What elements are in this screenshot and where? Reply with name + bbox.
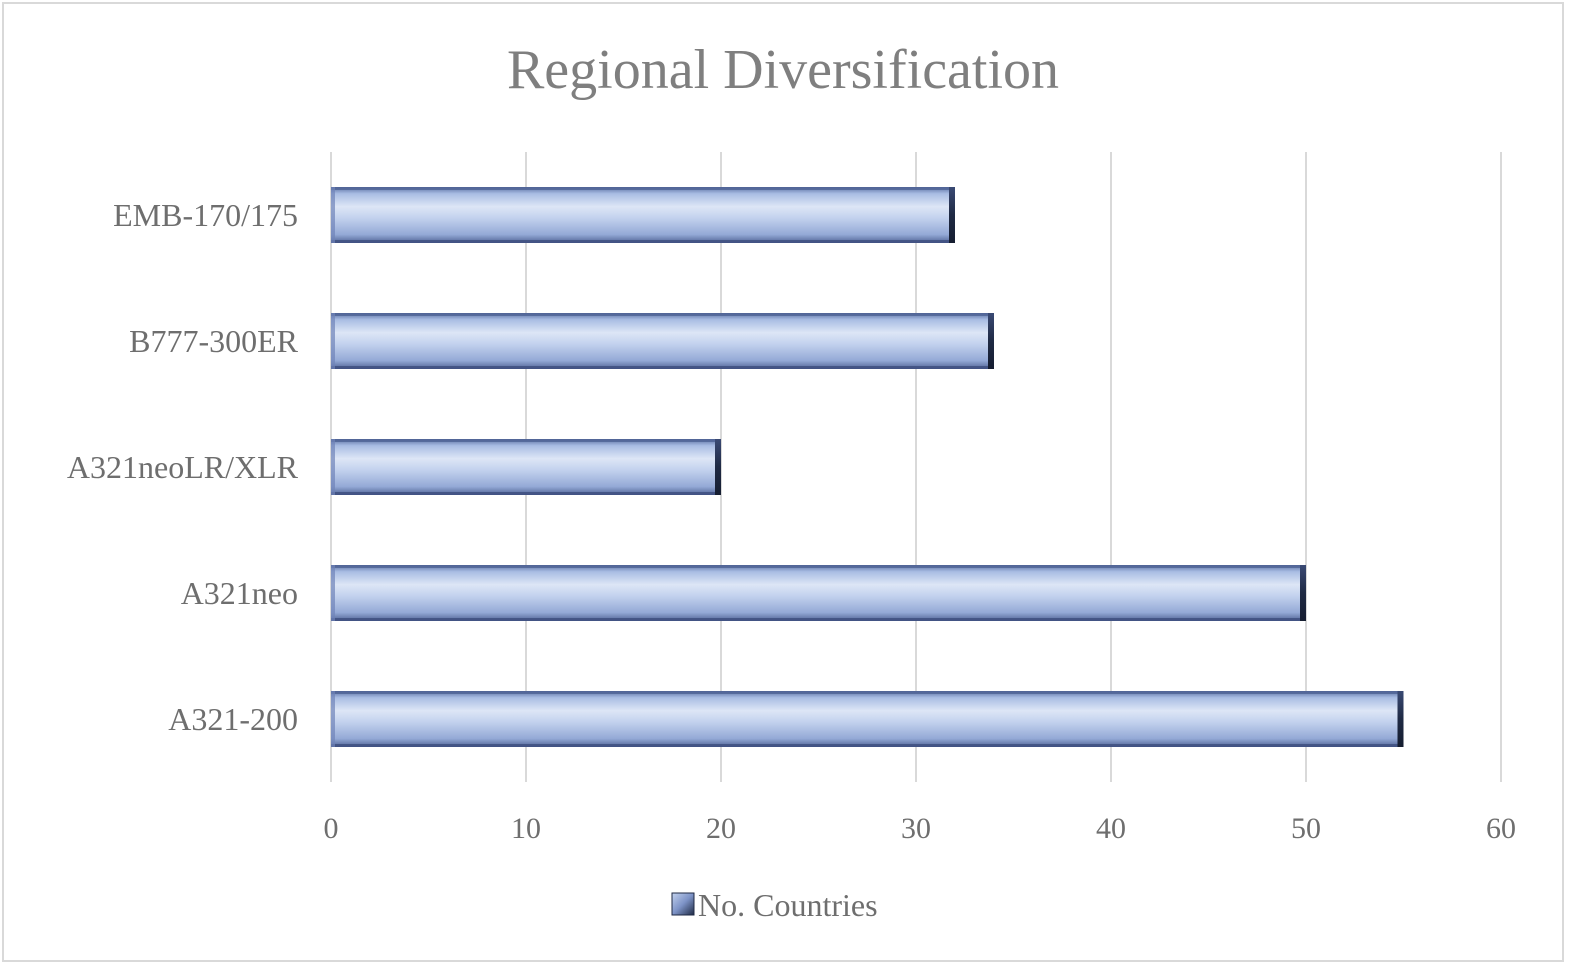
x-tick-label-60: 60	[1486, 812, 1516, 845]
chart-title: Regional Diversification	[507, 39, 1059, 101]
bar-left-edge-A321neo	[331, 565, 335, 621]
legend-label: No. Countries	[698, 887, 878, 923]
x-tick-label-20: 20	[706, 812, 736, 845]
category-label-EMB-170/175: EMB-170/175	[113, 197, 298, 233]
bar-top-edge-B777-300ER	[331, 313, 994, 316]
bar-body-EMB-170/175	[331, 187, 955, 243]
bar-left-edge-A321-200	[331, 691, 335, 747]
bar-bottom-edge-A321-200	[331, 744, 1404, 747]
bar-top-edge-A321-200	[331, 691, 1404, 694]
category-label-A321-200: A321-200	[168, 701, 298, 737]
bar-body-A321-200	[331, 691, 1404, 747]
bar-body-B777-300ER	[331, 313, 994, 369]
x-tick-label-0: 0	[324, 812, 339, 845]
legend: No. Countries	[671, 887, 878, 923]
category-label-B777-300ER: B777-300ER	[129, 323, 299, 359]
legend-swatch	[671, 892, 695, 916]
bar-A321neoLR/XLR	[331, 439, 721, 495]
bar-bottom-edge-EMB-170/175	[331, 240, 955, 243]
category-label-A321neo: A321neo	[181, 575, 298, 611]
bar-bottom-edge-B777-300ER	[331, 366, 994, 369]
bars	[331, 187, 1404, 747]
bar-bottom-edge-A321neo	[331, 618, 1306, 621]
bar-end-cap-A321neoLR/XLR	[715, 439, 721, 495]
bar-left-edge-EMB-170/175	[331, 187, 335, 243]
category-labels: A321-200 A321neo A321neoLR/XLR B777-300ER EM…	[67, 197, 299, 737]
bar-top-edge-A321neo	[331, 565, 1306, 568]
bar-EMB-170/175	[331, 187, 955, 243]
bar-end-cap-A321neo	[1300, 565, 1306, 621]
x-tick-label-30: 30	[901, 812, 931, 845]
bar-B777-300ER	[331, 313, 994, 369]
bar-end-cap-B777-300ER	[988, 313, 994, 369]
bar-top-edge-EMB-170/175	[331, 187, 955, 190]
bar-body-A321neo	[331, 565, 1306, 621]
x-tick-label-50: 50	[1291, 812, 1321, 845]
bar-bottom-edge-A321neoLR/XLR	[331, 492, 721, 495]
category-label-A321neoLR/XLR: A321neoLR/XLR	[67, 449, 299, 485]
bar-A321-200	[331, 691, 1404, 747]
x-axis-tick-labels: 0 10 20 30 40 50 60	[324, 812, 1517, 845]
x-tick-label-40: 40	[1096, 812, 1126, 845]
bar-top-edge-A321neoLR/XLR	[331, 439, 721, 442]
bar-end-cap-EMB-170/175	[949, 187, 955, 243]
bar-end-cap-A321-200	[1397, 691, 1404, 747]
bar-A321neo	[331, 565, 1306, 621]
x-tick-label-10: 10	[511, 812, 541, 845]
bar-left-edge-A321neoLR/XLR	[331, 439, 335, 495]
gridlines	[330, 152, 1502, 782]
chart-frame	[2, 2, 1564, 962]
bar-left-edge-B777-300ER	[331, 313, 335, 369]
bar-body-A321neoLR/XLR	[331, 439, 721, 495]
